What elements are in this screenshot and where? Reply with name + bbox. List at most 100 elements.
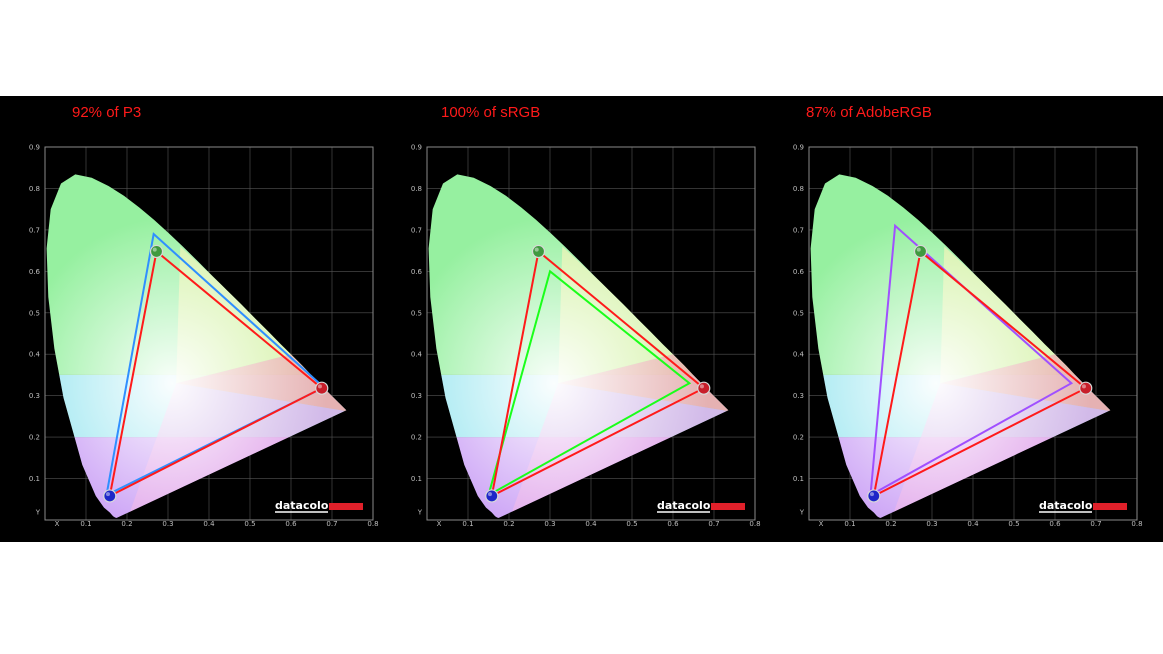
logo-red-bar	[711, 503, 745, 510]
measured-gamut-line	[490, 249, 706, 498]
y-tick-label: 0.1	[411, 475, 422, 483]
x-tick-label: X	[819, 520, 824, 528]
x-tick-label: 0.4	[967, 520, 979, 528]
locus-white-point	[46, 174, 347, 518]
x-tick-label: 0.7	[708, 520, 719, 528]
datacolor-logo: datacolor	[275, 499, 334, 512]
y-tick-label: 0.5	[29, 309, 40, 317]
blue-primary-point	[485, 489, 499, 503]
point-highlight	[1081, 384, 1086, 389]
x-tick-label: 0.3	[926, 520, 937, 528]
y-tick-label: 0.9	[793, 144, 804, 152]
plot-frame	[44, 146, 374, 521]
x-tick-label: 0.6	[1049, 520, 1061, 528]
measured-gamut-line	[108, 249, 324, 498]
y-tick-label: 0.4	[793, 351, 805, 359]
blue-primary-point	[103, 489, 117, 503]
y-tick-label: 0.7	[793, 226, 804, 234]
red-primary-point	[697, 381, 711, 395]
y-tick-label: 0.5	[793, 309, 804, 317]
y-tick-label: 0.8	[793, 185, 804, 193]
datacolor-logo: datacolor	[1039, 499, 1098, 512]
red-primary-point	[1079, 381, 1093, 395]
x-tick-label: 0.5	[244, 520, 255, 528]
y-tick-label: Y	[35, 509, 41, 517]
x-tick-label: 0.1	[462, 520, 473, 528]
reference-gamut-line	[105, 232, 326, 497]
x-tick-label: 0.6	[285, 520, 297, 528]
x-tick-label: 0.5	[626, 520, 637, 528]
reference-gamut-line	[486, 269, 692, 498]
x-tick-label: X	[437, 520, 442, 528]
green-primary-point	[913, 244, 928, 259]
y-tick-label: 0.2	[411, 434, 422, 442]
y-tick-label: 0.9	[29, 144, 40, 152]
datacolor-logo: datacolor	[657, 499, 716, 512]
y-tick-label: 0.8	[411, 185, 422, 193]
y-tick-label: Y	[799, 509, 805, 517]
green-primary-point	[531, 244, 546, 259]
gamut-chart-p3: X 0.1 0.2 0.3 0.4 0.5 0.6 0.7 0.8 Y 0.1 0.2 0.3 0.4 0.…	[29, 144, 379, 529]
point-highlight	[699, 384, 704, 389]
plot-frame	[426, 146, 756, 521]
chart-title-p3: 92% of P3	[72, 104, 142, 121]
x-tick-label: 0.3	[544, 520, 555, 528]
x-tick-label: 0.8	[749, 520, 760, 528]
gamut-chart-adobergb: X 0.1 0.2 0.3 0.4 0.5 0.6 0.7 0.8 Y 0.1 0.2 0.3 0.4 0.…	[793, 144, 1143, 529]
measured-gamut-line	[872, 249, 1088, 498]
y-tick-label: 0.4	[29, 351, 41, 359]
y-tick-label: Y	[417, 509, 423, 517]
y-tick-label: 0.6	[29, 268, 41, 276]
x-tick-label: 0.8	[1131, 520, 1142, 528]
x-tick-label: 0.3	[162, 520, 173, 528]
x-tick-label: 0.1	[80, 520, 91, 528]
point-highlight	[916, 247, 921, 252]
y-tick-label: 0.6	[793, 268, 805, 276]
x-tick-label: X	[55, 520, 60, 528]
point-highlight	[105, 492, 110, 497]
y-tick-label: 0.8	[29, 185, 40, 193]
x-tick-label: 0.6	[667, 520, 679, 528]
chart-title-adobergb: 87% of AdobeRGB	[806, 104, 932, 121]
blue-primary-point	[867, 489, 881, 503]
locus-white-point	[810, 174, 1111, 518]
logo-red-bar	[1093, 503, 1127, 510]
point-highlight	[869, 492, 874, 497]
point-highlight	[534, 247, 539, 252]
plot-frame	[808, 146, 1138, 521]
x-tick-label: 0.2	[121, 520, 132, 528]
spectral-locus	[46, 174, 347, 518]
y-tick-label: 0.7	[29, 226, 40, 234]
y-tick-label: 0.1	[793, 475, 804, 483]
green-primary-point	[149, 244, 164, 259]
y-tick-label: 0.5	[411, 309, 422, 317]
y-tick-label: 0.1	[29, 475, 40, 483]
x-tick-label: 0.5	[1008, 520, 1019, 528]
y-tick-label: 0.4	[411, 351, 423, 359]
point-highlight	[487, 492, 492, 497]
y-tick-label: 0.3	[793, 392, 804, 400]
spectral-locus	[810, 174, 1111, 518]
y-tick-label: 0.2	[29, 434, 40, 442]
y-tick-label: 0.3	[29, 392, 40, 400]
y-tick-label: 0.6	[411, 268, 423, 276]
point-highlight	[152, 247, 157, 252]
x-tick-label: 0.2	[885, 520, 896, 528]
x-tick-label: 0.4	[203, 520, 215, 528]
chart-title-srgb: 100% of sRGB	[441, 104, 541, 121]
y-tick-label: 0.3	[411, 392, 422, 400]
y-tick-label: 0.2	[793, 434, 804, 442]
y-tick-label: 0.7	[411, 226, 422, 234]
point-highlight	[317, 384, 322, 389]
x-tick-label: 0.2	[503, 520, 514, 528]
x-tick-label: 0.4	[585, 520, 597, 528]
locus-white-point	[428, 174, 729, 518]
y-tick-label: 0.9	[411, 144, 422, 152]
x-tick-label: 0.1	[844, 520, 855, 528]
gamut-chart-srgb: X 0.1 0.2 0.3 0.4 0.5 0.6 0.7 0.8 Y 0.1 0.2 0.3 0.4 0.…	[411, 144, 761, 529]
x-tick-label: 0.7	[326, 520, 337, 528]
red-primary-point	[315, 381, 329, 395]
spectral-locus	[428, 174, 729, 518]
logo-red-bar	[329, 503, 363, 510]
x-tick-label: 0.8	[367, 520, 378, 528]
